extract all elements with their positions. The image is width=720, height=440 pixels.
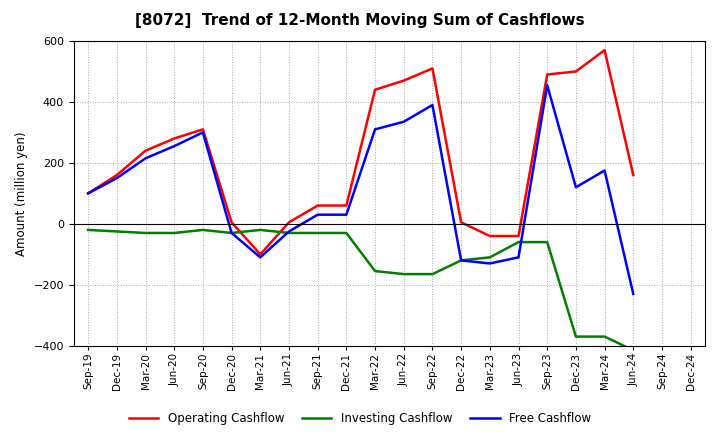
Free Cashflow bbox=[629, 291, 638, 297]
Investing Cashflow bbox=[456, 258, 465, 263]
Text: [8072]  Trend of 12-Month Moving Sum of Cashflows: [8072] Trend of 12-Month Moving Sum of C… bbox=[135, 13, 585, 28]
Line: Free Cashflow: Free Cashflow bbox=[88, 85, 634, 294]
Free Cashflow bbox=[256, 255, 264, 260]
Free Cashflow bbox=[141, 156, 150, 161]
Operating Cashflow bbox=[400, 78, 408, 83]
Free Cashflow bbox=[428, 103, 437, 108]
Free Cashflow bbox=[342, 212, 351, 217]
Investing Cashflow bbox=[342, 231, 351, 236]
Investing Cashflow bbox=[371, 268, 379, 274]
Operating Cashflow bbox=[485, 233, 494, 238]
Investing Cashflow bbox=[112, 229, 121, 234]
Operating Cashflow bbox=[84, 191, 92, 196]
Operating Cashflow bbox=[428, 66, 437, 71]
Legend: Operating Cashflow, Investing Cashflow, Free Cashflow: Operating Cashflow, Investing Cashflow, … bbox=[124, 407, 596, 430]
Free Cashflow bbox=[456, 258, 465, 263]
Free Cashflow bbox=[284, 229, 293, 234]
Investing Cashflow bbox=[514, 239, 523, 245]
Free Cashflow bbox=[400, 119, 408, 125]
Line: Investing Cashflow: Investing Cashflow bbox=[88, 230, 634, 350]
Operating Cashflow bbox=[543, 72, 552, 77]
Operating Cashflow bbox=[112, 172, 121, 178]
Investing Cashflow bbox=[629, 348, 638, 353]
Investing Cashflow bbox=[485, 255, 494, 260]
Free Cashflow bbox=[228, 231, 236, 236]
Investing Cashflow bbox=[256, 227, 264, 233]
Investing Cashflow bbox=[572, 334, 580, 339]
Free Cashflow bbox=[313, 212, 322, 217]
Investing Cashflow bbox=[84, 227, 92, 233]
Operating Cashflow bbox=[313, 203, 322, 208]
Free Cashflow bbox=[84, 191, 92, 196]
Free Cashflow bbox=[199, 130, 207, 135]
Line: Operating Cashflow: Operating Cashflow bbox=[88, 50, 634, 254]
Operating Cashflow bbox=[199, 127, 207, 132]
Operating Cashflow bbox=[600, 48, 609, 53]
Operating Cashflow bbox=[141, 148, 150, 154]
Operating Cashflow bbox=[371, 87, 379, 92]
Free Cashflow bbox=[485, 261, 494, 266]
Investing Cashflow bbox=[400, 271, 408, 277]
Investing Cashflow bbox=[199, 227, 207, 233]
Investing Cashflow bbox=[228, 231, 236, 236]
Operating Cashflow bbox=[170, 136, 179, 141]
Operating Cashflow bbox=[284, 220, 293, 225]
Operating Cashflow bbox=[629, 172, 638, 178]
Y-axis label: Amount (million yen): Amount (million yen) bbox=[15, 131, 28, 256]
Operating Cashflow bbox=[228, 220, 236, 225]
Free Cashflow bbox=[600, 168, 609, 173]
Free Cashflow bbox=[514, 255, 523, 260]
Free Cashflow bbox=[572, 185, 580, 190]
Free Cashflow bbox=[543, 83, 552, 88]
Investing Cashflow bbox=[543, 239, 552, 245]
Investing Cashflow bbox=[141, 231, 150, 236]
Free Cashflow bbox=[170, 143, 179, 149]
Operating Cashflow bbox=[342, 203, 351, 208]
Operating Cashflow bbox=[456, 220, 465, 225]
Operating Cashflow bbox=[514, 233, 523, 238]
Operating Cashflow bbox=[572, 69, 580, 74]
Investing Cashflow bbox=[313, 231, 322, 236]
Investing Cashflow bbox=[600, 334, 609, 339]
Free Cashflow bbox=[112, 176, 121, 181]
Operating Cashflow bbox=[256, 252, 264, 257]
Free Cashflow bbox=[371, 127, 379, 132]
Investing Cashflow bbox=[170, 231, 179, 236]
Investing Cashflow bbox=[428, 271, 437, 277]
Investing Cashflow bbox=[284, 231, 293, 236]
